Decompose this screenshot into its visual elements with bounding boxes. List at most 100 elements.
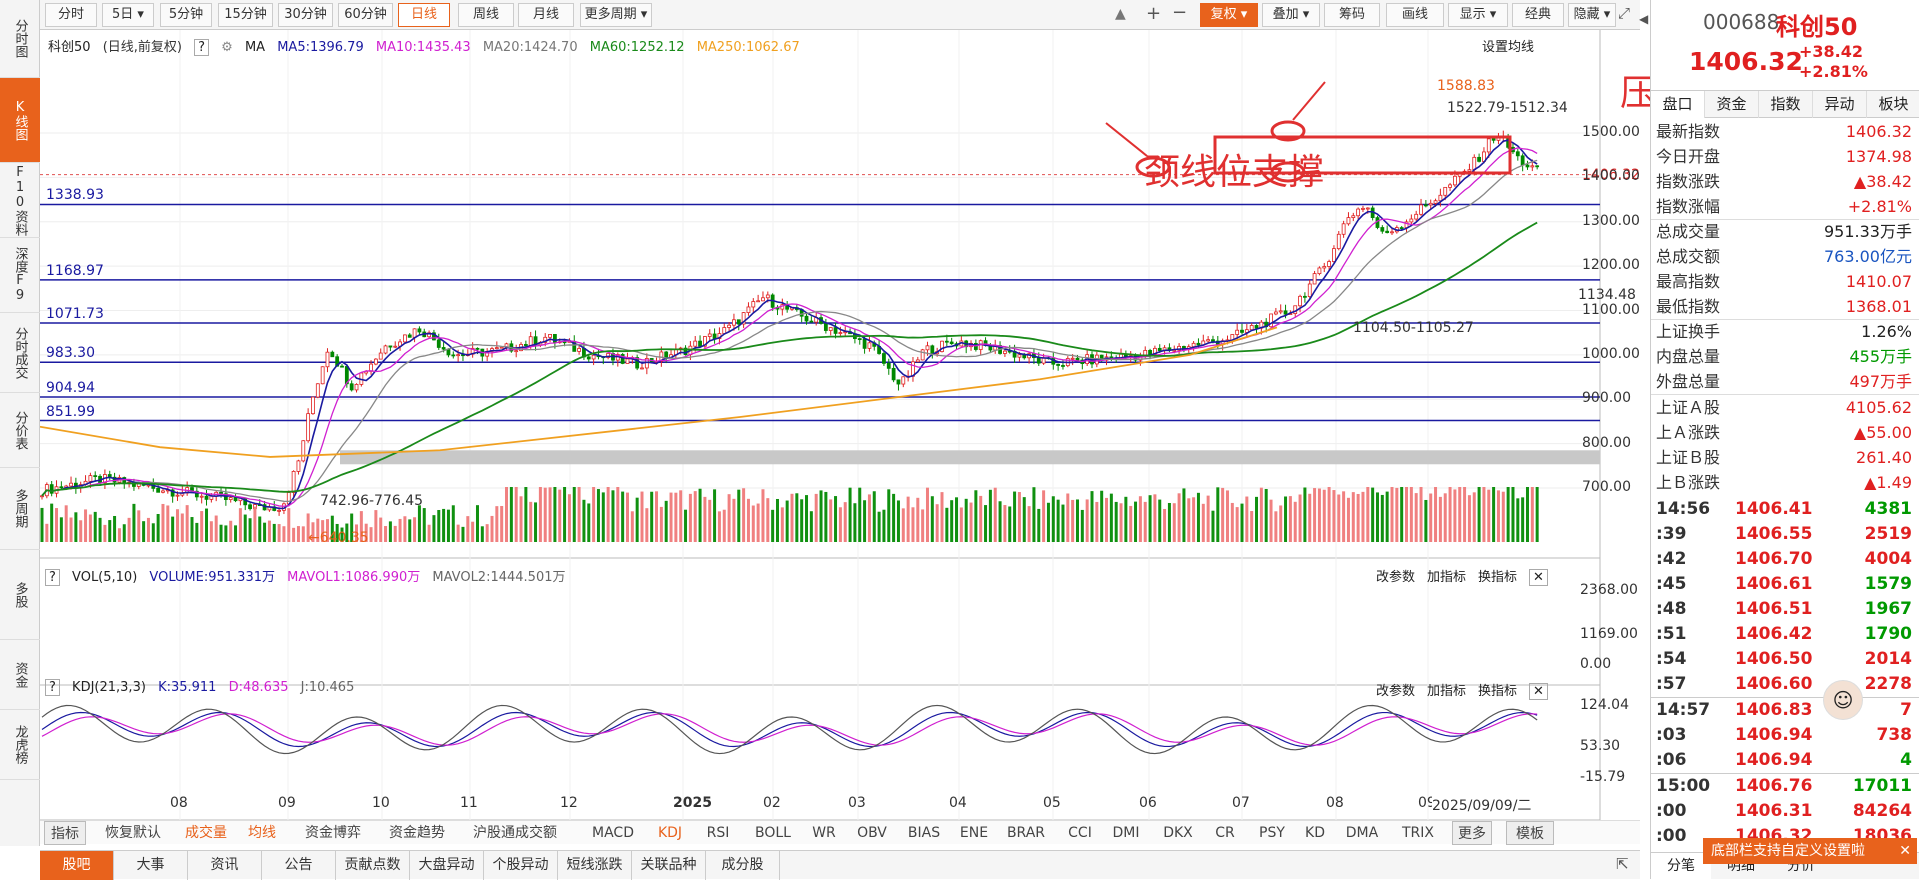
indicator-2[interactable]: 成交量 — [185, 825, 227, 841]
panel-toggle-icon[interactable]: ◀ — [1639, 12, 1649, 26]
indicator-17[interactable]: DMI — [1112, 825, 1140, 841]
bottom-tab-1[interactable]: 大事 — [114, 851, 188, 880]
level-label-1: 1168.97 — [46, 262, 104, 279]
lock-icon[interactable]: ▲ — [1115, 6, 1126, 22]
period-0[interactable]: 分时 — [45, 3, 97, 27]
indicator-4[interactable]: 资金博弈 — [305, 825, 361, 841]
bottom-tab-8[interactable]: 关联品种 — [632, 851, 706, 880]
volume-bar — [1506, 487, 1510, 542]
detail-tab-0[interactable]: 分笔 — [1651, 853, 1711, 880]
period-5[interactable]: 60分钟 — [338, 3, 393, 27]
stat-key: 最新指数 — [1656, 122, 1721, 141]
indicator-23[interactable]: TRIX — [1402, 825, 1434, 841]
volume-bar — [616, 487, 620, 542]
indicator-10[interactable]: BOLL — [755, 825, 791, 841]
toolbar-2[interactable]: 筹码 — [1324, 3, 1380, 27]
bottom-tab-0[interactable]: 股吧 — [40, 851, 114, 880]
sidebar-tab-0[interactable]: 分时图 — [0, 0, 40, 78]
help-icon[interactable]: ? — [194, 39, 210, 56]
toolbar-1[interactable]: 叠加 ▾ — [1262, 3, 1320, 27]
sidebar-tab-8[interactable]: 资金 — [0, 640, 40, 710]
period-7[interactable]: 周线 — [458, 3, 514, 27]
indicator-3[interactable]: 均线 — [248, 825, 276, 841]
volume-bar — [1535, 487, 1539, 542]
kdj-actions-0[interactable]: 改参数 — [1376, 684, 1416, 699]
sidebar-tab-6[interactable]: 多周期 — [0, 468, 40, 550]
bottom-tab-6[interactable]: 个股异动 — [484, 851, 558, 880]
vol-actions-1[interactable]: 加指标 — [1427, 570, 1467, 585]
candle-body — [1356, 208, 1361, 217]
custom-toast[interactable]: 底部栏支持自定义设置啦 ✕ — [1703, 838, 1917, 864]
sidebar-tab-1[interactable]: K线图 — [0, 78, 40, 163]
sidebar-tab-3[interactable]: 深度F9 — [0, 238, 40, 313]
close-icon[interactable]: ✕ — [1899, 843, 1911, 859]
indicator-15[interactable]: BRAR — [1006, 825, 1046, 841]
bottom-tab-3[interactable]: 公告 — [262, 851, 336, 880]
fullscreen-icon[interactable]: ⤢ — [1618, 4, 1631, 22]
indicator-6[interactable]: 沪股通成交额 — [473, 825, 557, 841]
close-icon[interactable]: ✕ — [1529, 683, 1548, 700]
assistant-avatar[interactable]: ☺ — [1823, 680, 1863, 720]
indicator-13[interactable]: BIAS — [907, 825, 941, 841]
period-3[interactable]: 15分钟 — [218, 3, 273, 27]
period-9[interactable]: 更多周期 ▾ — [580, 3, 652, 27]
zoom-in-icon[interactable]: + — [1146, 3, 1162, 24]
toolbar-6[interactable]: 隐藏 ▾ — [1568, 3, 1616, 27]
set-ma-button[interactable]: 设置均线 — [1482, 40, 1535, 55]
period-2[interactable]: 5分钟 — [160, 3, 212, 27]
sidebar-tab-4[interactable]: 分时成交 — [0, 313, 40, 393]
sidebar-tab-9[interactable]: 龙虎榜 — [0, 710, 40, 780]
quote-tab-3[interactable]: 异动 — [1813, 91, 1867, 118]
indicator-8[interactable]: KDJ — [657, 825, 683, 841]
indicator-0[interactable]: 指标 — [44, 821, 86, 845]
indicator-9[interactable]: RSI — [706, 825, 730, 841]
sidebar-tab-5[interactable]: 分价表 — [0, 393, 40, 468]
vol-actions-0[interactable]: 改参数 — [1376, 570, 1416, 585]
indicator-20[interactable]: PSY — [1259, 825, 1285, 841]
gear-icon[interactable]: ⚙ — [221, 40, 233, 55]
kdj-actions-2[interactable]: 换指标 — [1478, 684, 1518, 699]
month-6: 02 — [763, 795, 781, 811]
quote-tab-2[interactable]: 指数 — [1759, 91, 1813, 118]
bottom-tab-2[interactable]: 资讯 — [188, 851, 262, 880]
toolbar-4[interactable]: 显示 ▾ — [1448, 3, 1508, 27]
quote-tab-1[interactable]: 资金 — [1705, 91, 1759, 118]
export-icon[interactable]: ⇱ — [1616, 855, 1629, 873]
indicator-5[interactable]: 资金趋势 — [389, 825, 445, 841]
close-icon[interactable]: ✕ — [1529, 569, 1548, 586]
bottom-tab-7[interactable]: 短线涨跌 — [558, 851, 632, 880]
bottom-tab-5[interactable]: 大盘异动 — [410, 851, 484, 880]
quote-tab-0[interactable]: 盘口 — [1651, 91, 1705, 118]
indicator-19[interactable]: CR — [1215, 825, 1235, 841]
toolbar-3[interactable]: 画线 — [1386, 3, 1444, 27]
indicator-12[interactable]: OBV — [857, 825, 887, 841]
kdj-actions-1[interactable]: 加指标 — [1427, 684, 1467, 699]
toolbar-0[interactable]: 复权 ▾ — [1200, 3, 1258, 27]
period-1[interactable]: 5日 ▾ — [102, 3, 154, 27]
bottom-tab-4[interactable]: 贡献点数 — [336, 851, 410, 880]
indicator-14[interactable]: ENE — [959, 825, 989, 841]
kline-chart[interactable] — [40, 30, 1640, 820]
bottom-tab-9[interactable]: 成分股 — [706, 851, 780, 880]
period-8[interactable]: 月线 — [518, 3, 574, 27]
indicator-25[interactable]: 模板 — [1506, 821, 1554, 845]
candle-body — [1303, 295, 1307, 298]
indicator-7[interactable]: MACD — [592, 825, 634, 841]
period-4[interactable]: 30分钟 — [278, 3, 333, 27]
indicator-11[interactable]: WR — [812, 825, 836, 841]
volume-bar — [698, 488, 702, 542]
indicator-1[interactable]: 恢复默认 — [105, 825, 161, 841]
sidebar-tab-7[interactable]: 多股 — [0, 550, 40, 640]
vol-actions-2[interactable]: 换指标 — [1478, 570, 1518, 585]
indicator-21[interactable]: KD — [1305, 825, 1325, 841]
candle-body — [349, 383, 354, 391]
sidebar-tab-2[interactable]: F10资料 — [0, 163, 40, 238]
toolbar-5[interactable]: 经典 — [1512, 3, 1564, 27]
indicator-16[interactable]: CCI — [1068, 825, 1092, 841]
indicator-24[interactable]: 更多 — [1452, 821, 1492, 845]
zoom-out-icon[interactable]: − — [1172, 2, 1188, 23]
quote-tab-4[interactable]: 板块 — [1867, 91, 1919, 118]
indicator-22[interactable]: DMA — [1345, 825, 1379, 841]
indicator-18[interactable]: DKX — [1163, 825, 1193, 841]
period-6[interactable]: 日线 — [398, 3, 450, 27]
